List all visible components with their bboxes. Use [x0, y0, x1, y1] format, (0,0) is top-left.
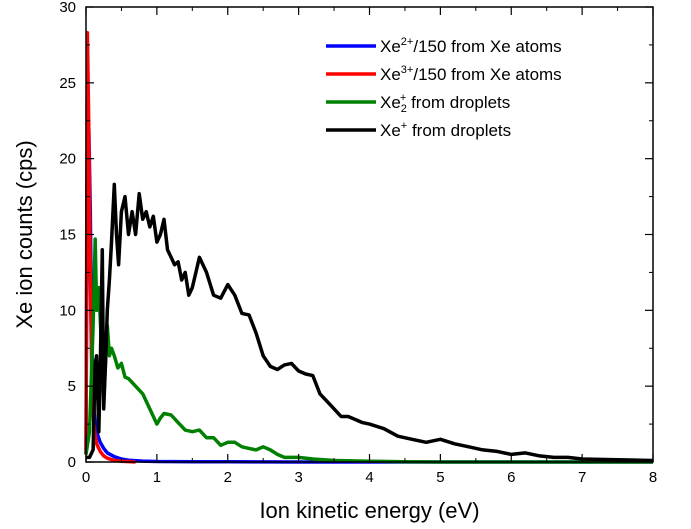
- legend: Xe2+/150 from Xe atoms Xe3+/150 from Xe a…: [326, 36, 562, 140]
- y-tick-label: 30: [59, 0, 76, 16]
- x-tick-label: 3: [294, 469, 302, 486]
- legend-label-1: Xe2+/150 from Xe atoms: [380, 36, 562, 56]
- x-tick-label: 7: [578, 469, 586, 486]
- legend-label-3: Xe2+ from droplets: [380, 92, 510, 115]
- x-tick-label: 8: [649, 469, 657, 486]
- x-tick-label: 6: [507, 469, 515, 486]
- y-tick-label: 15: [59, 227, 76, 244]
- series-line-4: [86, 182, 654, 463]
- legend-label-2: Xe3+/150 from Xe atoms: [380, 64, 562, 84]
- y-tick-label: 20: [59, 151, 76, 168]
- x-tick-label: 0: [82, 469, 90, 486]
- x-tick-label: 2: [224, 469, 232, 486]
- ticks-layer: 0 1 2 3 4 5 6 7 8 0 5 10 15 20 25 30: [59, 0, 657, 486]
- x-tick-label: 4: [365, 469, 373, 486]
- y-tick-label: 10: [59, 302, 76, 319]
- y-tick-label: 25: [59, 75, 76, 92]
- series-line-2: [84, 31, 136, 464]
- x-axis-title: Ion kinetic energy (eV): [259, 498, 479, 523]
- series-layer: [84, 31, 654, 464]
- x-tick-label: 1: [153, 469, 161, 486]
- series-line-3: [84, 237, 653, 464]
- legend-label-4: Xe+ from droplets: [380, 120, 511, 140]
- y-tick-label: 5: [68, 378, 76, 395]
- y-tick-label: 0: [68, 454, 76, 471]
- y-axis-title: Xe ion counts (cps): [12, 140, 37, 328]
- x-tick-label: 5: [436, 469, 444, 486]
- series-line-1: [84, 103, 653, 464]
